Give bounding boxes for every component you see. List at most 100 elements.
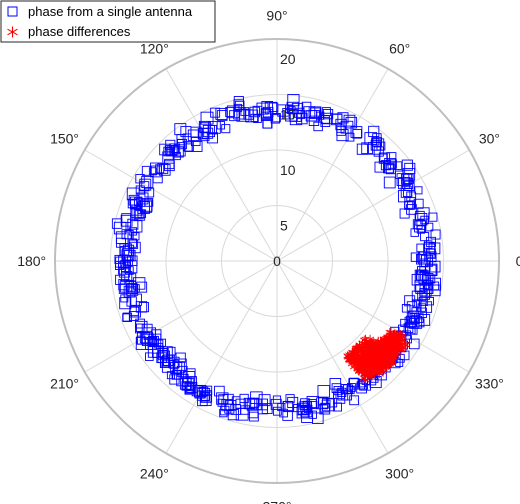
r-gridline: [165, 149, 389, 373]
r-tick-label: 10: [280, 162, 296, 178]
r-gridline: [110, 94, 444, 428]
single-antenna-marker: [308, 410, 317, 419]
single-antenna-marker: [202, 385, 213, 396]
single-antenna-marker: [317, 385, 331, 398]
single-antenna-marker: [137, 209, 147, 219]
single-antenna-marker: [412, 299, 421, 308]
single-antenna-marker: [127, 218, 139, 230]
r-tick-label: 5: [280, 218, 288, 234]
single-antenna-marker: [406, 201, 416, 210]
single-antenna-marker: [187, 129, 200, 142]
single-antenna-marker: [414, 220, 426, 233]
single-antenna-marker: [264, 101, 278, 115]
single-antenna-marker: [164, 158, 175, 170]
theta-tick-label: 90°: [266, 8, 287, 24]
legend: phase from a single antenna phase differ…: [0, 0, 216, 43]
single-antenna-marker: [210, 107, 221, 118]
phase-difference-marker: [376, 360, 385, 370]
single-antenna-marker: [171, 370, 181, 380]
single-antenna-marker: [145, 352, 154, 362]
theta-tick-label: 180°: [17, 253, 46, 269]
single-antenna-marker: [282, 107, 294, 120]
single-antenna-marker: [343, 384, 353, 395]
single-antenna-marker: [285, 394, 295, 404]
phase-difference-marker: [351, 346, 360, 356]
single-antenna-marker: [202, 124, 215, 138]
single-antenna-marker: [158, 347, 168, 358]
single-antenna-marker: [277, 402, 286, 412]
single-antenna-marker: [243, 397, 256, 410]
single-antenna-marker: [417, 251, 431, 265]
legend-square-marker-icon: [7, 6, 18, 17]
theta-tick-label: 0°: [516, 253, 520, 269]
single-antenna-marker: [413, 198, 424, 209]
single-antenna-marker: [310, 107, 321, 119]
single-antenna-marker: [191, 141, 203, 152]
legend-label-single-antenna: phase from a single antenna: [28, 4, 193, 19]
single-antenna-marker: [343, 114, 356, 127]
single-antenna-marker: [308, 115, 320, 126]
single-antenna-marker: [118, 255, 131, 269]
single-antenna-marker: [411, 290, 423, 302]
single-antenna-marker: [356, 143, 368, 155]
single-antenna-marker: [332, 402, 342, 412]
single-antenna-marker: [134, 197, 143, 207]
single-antenna-marker: [329, 378, 342, 390]
single-antenna-marker: [185, 368, 196, 379]
single-antenna-marker: [121, 213, 132, 223]
single-antenna-marker: [116, 237, 126, 248]
r-gridline: [221, 205, 333, 317]
single-antenna-marker: [123, 285, 136, 298]
phase-difference-marker: [362, 363, 371, 373]
phase-difference-marker: [347, 352, 357, 362]
single-antenna-marker: [128, 311, 139, 321]
single-antenna-marker: [415, 284, 426, 294]
single-antenna-marker: [341, 389, 352, 401]
single-antenna-marker: [369, 376, 382, 389]
phase-difference-marker: [393, 336, 402, 346]
single-antenna-marker: [216, 121, 225, 130]
single-antenna-marker: [131, 232, 140, 241]
single-antenna-marker: [358, 379, 368, 390]
single-antenna-marker: [293, 404, 302, 413]
single-antenna-marker: [130, 199, 141, 210]
single-antenna-marker: [379, 153, 388, 162]
single-antenna-marker: [135, 337, 149, 350]
single-antenna-marker: [136, 281, 148, 293]
phase-difference-marker: [371, 362, 381, 372]
single-antenna-marker: [401, 173, 413, 185]
phase-difference-marker: [380, 353, 389, 363]
single-antenna-marker: [162, 151, 175, 164]
single-antenna-marker: [371, 137, 380, 146]
single-antenna-marker: [376, 141, 386, 151]
phase-difference-marker: [371, 364, 380, 374]
theta-tick-label: 30°: [479, 130, 500, 146]
single-antenna-marker: [417, 207, 430, 220]
single-antenna-marker: [135, 320, 148, 334]
single-antenna-marker: [282, 400, 294, 412]
single-antenna-marker: [139, 178, 152, 191]
single-antenna-marker: [161, 360, 175, 373]
single-antenna-marker: [156, 352, 168, 364]
single-antenna-marker: [345, 132, 355, 142]
phase-difference-marker: [361, 334, 370, 344]
phase-difference-marker: [376, 340, 386, 350]
single-antenna-marker: [420, 301, 433, 313]
theta-tick-label: 120°: [140, 41, 169, 57]
single-antenna-marker: [141, 165, 152, 176]
phase-difference-marker: [358, 349, 367, 359]
single-antenna-marker: [198, 120, 211, 133]
single-antenna-marker: [127, 238, 137, 248]
single-antenna-marker: [321, 399, 331, 409]
single-antenna-marker: [408, 338, 420, 350]
single-antenna-marker: [118, 261, 131, 275]
single-antenna-marker: [119, 297, 132, 310]
single-antenna-marker: [321, 114, 330, 124]
single-antenna-marker: [176, 373, 189, 387]
single-antenna-marker: [262, 118, 273, 129]
single-antenna-marker: [416, 254, 426, 263]
single-antenna-marker: [430, 281, 440, 291]
single-antenna-marker: [337, 387, 347, 397]
